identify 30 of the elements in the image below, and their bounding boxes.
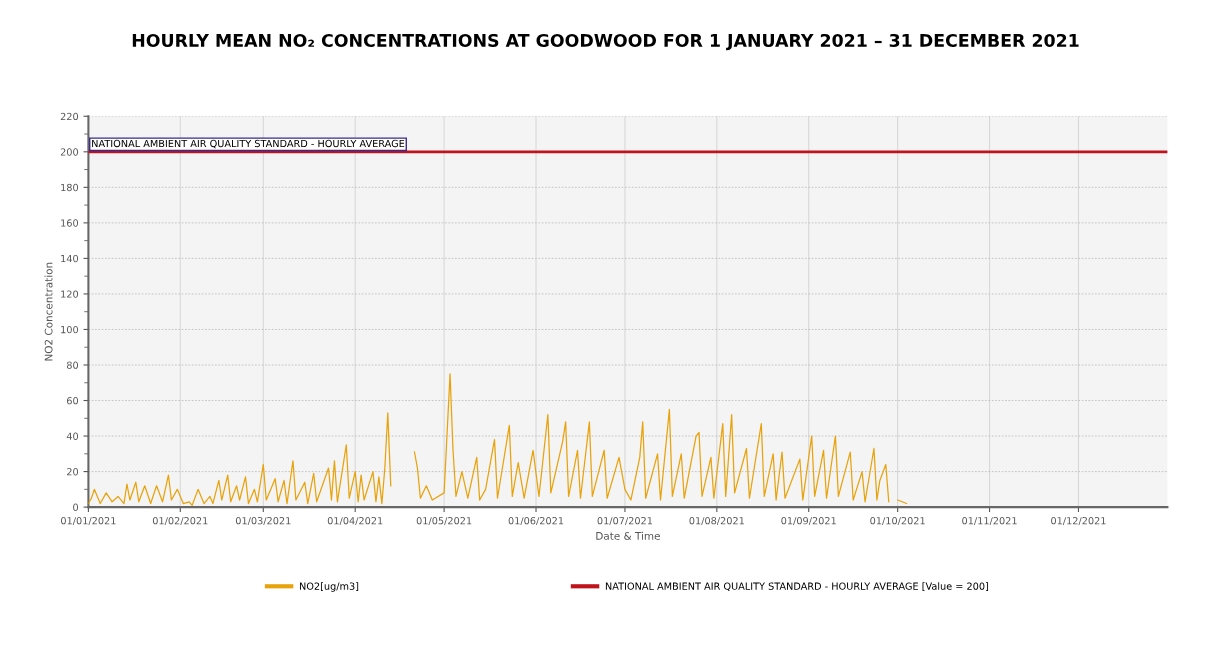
x-axis-title: Date & Time <box>596 531 660 540</box>
y-tick-label: 80 <box>66 361 79 369</box>
y-tick-label: 0 <box>73 503 79 511</box>
y-tick-label: 160 <box>61 219 79 227</box>
y-axis-title: NO2 Concentration <box>44 262 53 361</box>
y-tick-label: 220 <box>60 112 79 121</box>
x-tick-label: 01/07/2021 <box>597 517 653 526</box>
y-tick-label: 200 <box>60 148 79 156</box>
y-tick-label: 120 <box>61 290 79 298</box>
legend-label: NO2[ug/m3] <box>299 582 359 592</box>
x-tick-label: 01/03/2021 <box>235 517 291 526</box>
x-tick-label: 01/06/2021 <box>508 517 564 526</box>
chart-title: HOURLY MEAN NO₂ CONCENTRATIONS AT GOODWOOD FOR 1 JANUARY 2021 – 31 DECEMBER 2021 <box>132 33 1079 51</box>
y-tick-label: 180 <box>61 183 79 192</box>
y-tick-label: 140 <box>61 254 79 263</box>
legend-label: NATIONAL AMBIENT AIR QUALITY STANDARD - HOURLY AVERAGE [Value = 200] <box>605 582 989 591</box>
y-tick-label: 100 <box>61 325 79 334</box>
x-tick-label: 01/09/2021 <box>781 517 836 526</box>
annotation: NATIONAL AMBIENT AIR QUALITY STANDARD - HOURLY AVERAGE <box>92 139 405 149</box>
x-tick-label: 01/08/2021 <box>689 517 744 526</box>
y-tick-label: 20 <box>67 468 79 476</box>
x-tick-label: 01/01/2021 <box>61 517 116 526</box>
x-tick-label: 01/05/2021 <box>416 517 472 526</box>
x-tick-label: 01/12/2021 <box>1051 517 1106 526</box>
x-tick-label: 01/11/2021 <box>962 517 1017 526</box>
x-tick-label: 01/02/2021 <box>152 517 208 526</box>
x-tick-label: 01/10/2021 <box>870 517 925 526</box>
x-tick-label: 01/04/2021 <box>327 517 383 526</box>
y-tick-label: 60 <box>66 397 79 405</box>
y-tick-label: 40 <box>66 432 79 440</box>
